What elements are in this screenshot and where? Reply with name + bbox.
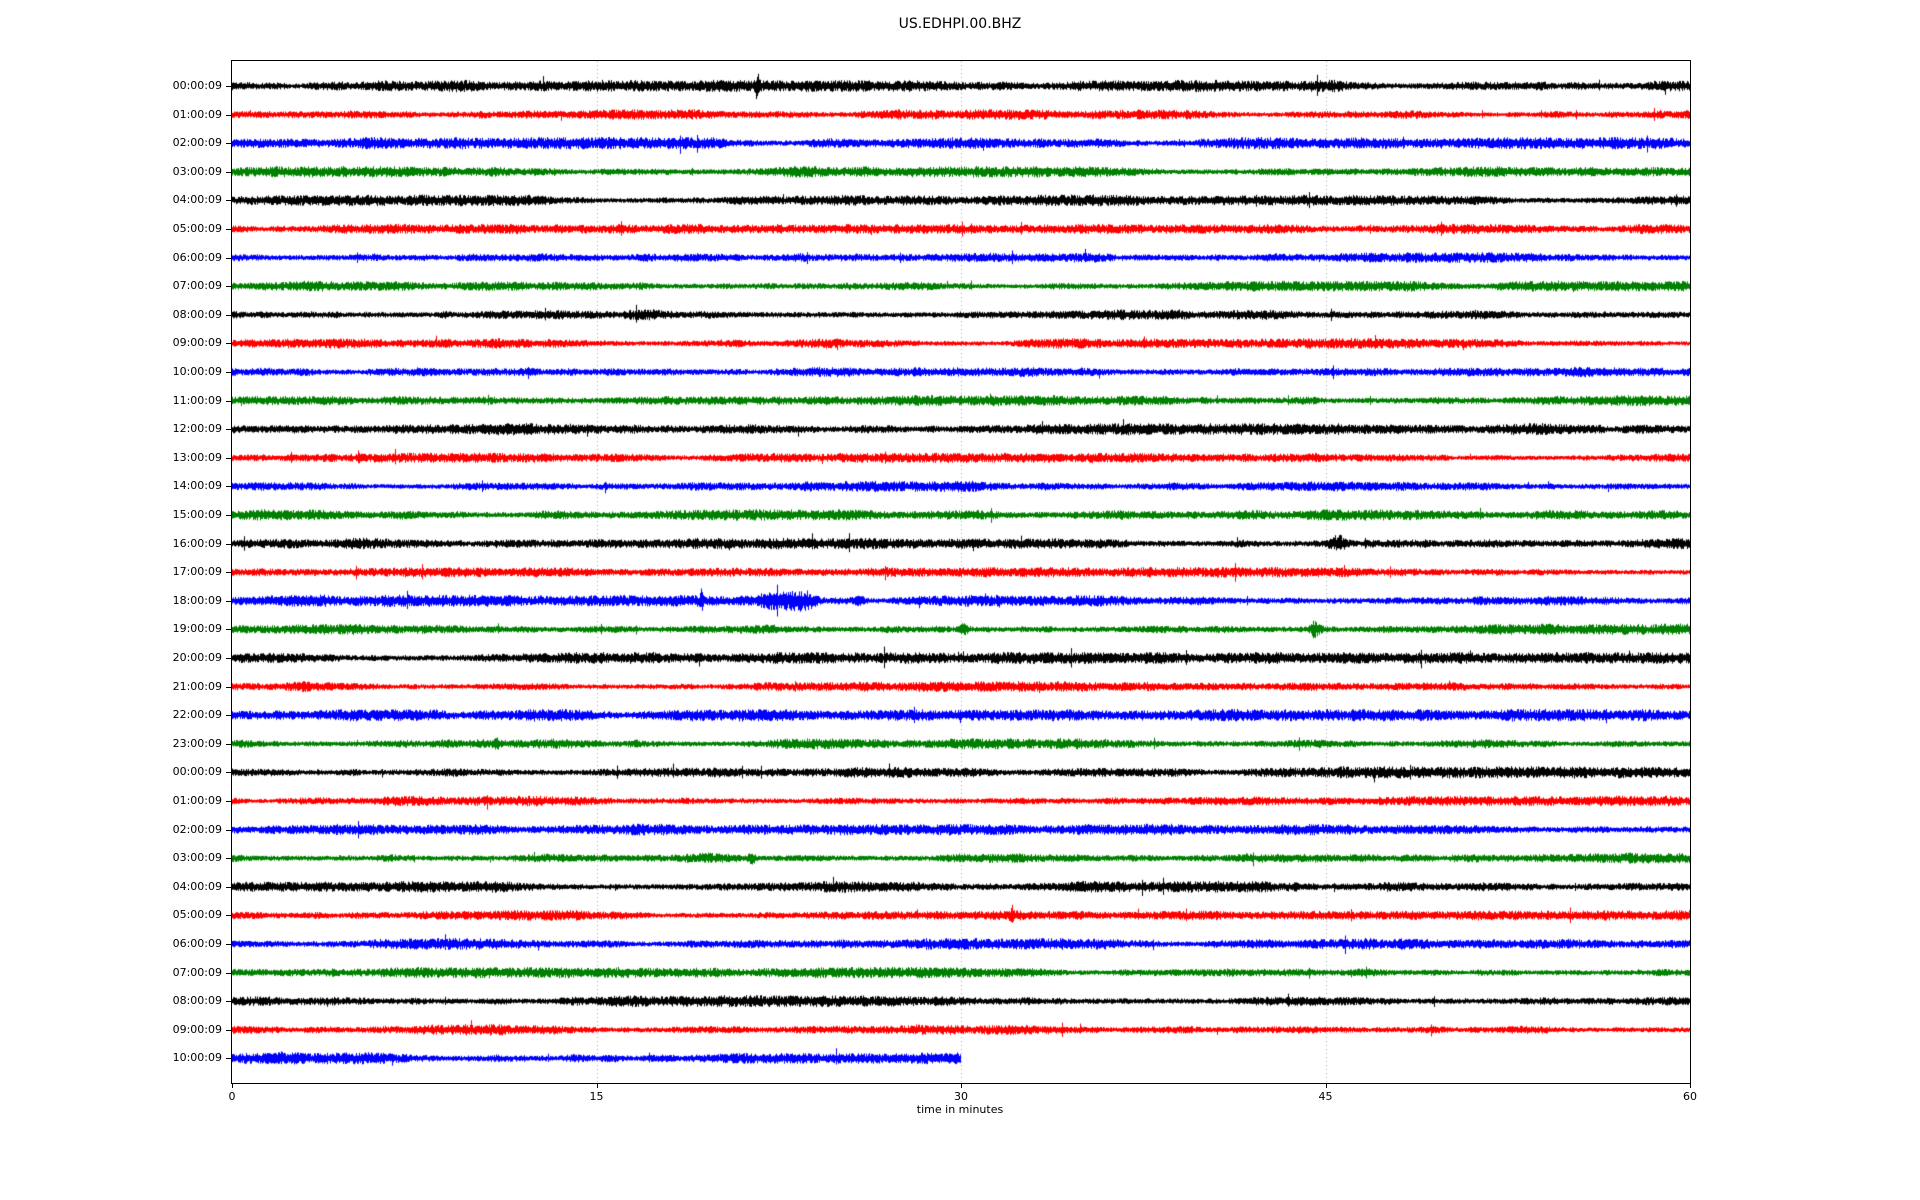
y-tick-mark [226,629,231,631]
y-tick-mark [226,715,231,717]
y-tick-mark [226,257,231,259]
trace-time-label: 21:00:09 [172,679,222,693]
trace-time-label: 14:00:09 [172,479,222,493]
x-tick-label: 15 [589,1090,604,1103]
y-tick-mark [226,801,231,802]
y-tick-mark [226,372,231,373]
x-tick-label: 0 [228,1090,236,1103]
trace-time-label: 01:00:09 [172,107,222,121]
trace-time-label: 02:00:09 [172,822,222,836]
trace-time-label: 05:00:09 [172,222,222,235]
trace-time-label: 13:00:09 [172,450,222,464]
y-tick-mark [226,600,231,602]
x-tick-label: 60 [1683,1090,1697,1103]
y-tick-mark [226,886,231,888]
y-tick-mark [226,515,231,516]
trace-time-label: 20:00:09 [172,651,222,664]
x-tick-mark [1690,1084,1691,1088]
trace-time-label: 17:00:09 [172,565,222,579]
y-tick-mark [226,314,231,316]
y-tick-mark [226,1058,231,1060]
trace-time-label: 04:00:09 [172,879,222,893]
y-tick-mark [226,171,231,173]
x-tick-mark [232,1084,233,1088]
trace-time-label: 10:00:09 [172,365,222,378]
y-tick-mark [226,343,231,345]
trace-time-label: 06:00:09 [172,937,222,950]
y-tick-mark [226,658,231,659]
y-tick-mark [226,400,231,402]
trace-time-label: 00:00:09 [172,765,222,779]
trace-time-label: 04:00:09 [172,193,222,207]
trace-time-label: 15:00:09 [172,508,222,521]
x-tick-label: 30 [954,1090,968,1103]
chart-title: US.EDHPI.00.BHZ [898,16,1022,32]
trace-time-label: 11:00:09 [172,393,222,407]
y-tick-mark [226,686,231,688]
trace-time-label: 09:00:09 [172,336,222,350]
y-tick-mark [226,143,231,145]
y-tick-mark [226,486,231,488]
trace-time-label: 03:00:09 [172,164,222,178]
trace-time-label: 07:00:09 [172,965,222,979]
y-tick-mark [226,829,231,831]
x-tick-label: 45 [1318,1090,1333,1103]
trace-time-label: 07:00:09 [172,279,222,293]
trace-time-label: 12:00:09 [172,422,222,436]
trace-time-label: 22:00:09 [172,708,222,722]
y-tick-mark [226,972,231,974]
y-tick-mark [226,915,231,917]
y-tick-mark [226,114,231,116]
trace-time-label: 19:00:09 [172,622,222,636]
seismogram-canvas [232,61,1690,1083]
y-tick-mark [226,229,231,230]
trace-time-label: 03:00:09 [172,851,222,865]
trace-time-label: 02:00:09 [172,136,222,150]
trace-time-label: 08:00:09 [172,307,222,321]
y-tick-mark [226,429,231,431]
y-tick-mark [226,200,231,202]
trace-time-label: 10:00:09 [172,1051,222,1065]
x-tick-mark [596,1084,598,1088]
trace-time-label: 16:00:09 [172,536,222,550]
trace-time-label: 09:00:09 [172,1022,222,1036]
y-tick-mark [226,457,231,459]
y-tick-mark [226,743,231,745]
y-tick-mark [226,1001,231,1003]
trace-time-label: 06:00:09 [172,250,222,264]
y-tick-mark [226,286,231,288]
trace-time-label: 05:00:09 [172,908,222,922]
trace-time-label: 00:00:09 [172,79,222,92]
trace-time-label: 18:00:09 [172,593,222,607]
x-axis-label: time in minutes [916,1103,1004,1116]
y-tick-mark [226,572,231,574]
plot-area [231,60,1691,1084]
trace-time-label: 08:00:09 [172,994,222,1008]
y-tick-mark [226,772,231,774]
y-tick-mark [226,543,231,545]
y-tick-mark [226,858,231,860]
x-tick-mark [961,1084,962,1088]
trace-time-label: 23:00:09 [172,736,222,750]
y-tick-mark [226,944,231,945]
y-tick-mark [226,86,231,87]
y-tick-mark [226,1029,231,1031]
trace-time-label: 01:00:09 [172,794,222,807]
x-tick-mark [1325,1084,1327,1088]
